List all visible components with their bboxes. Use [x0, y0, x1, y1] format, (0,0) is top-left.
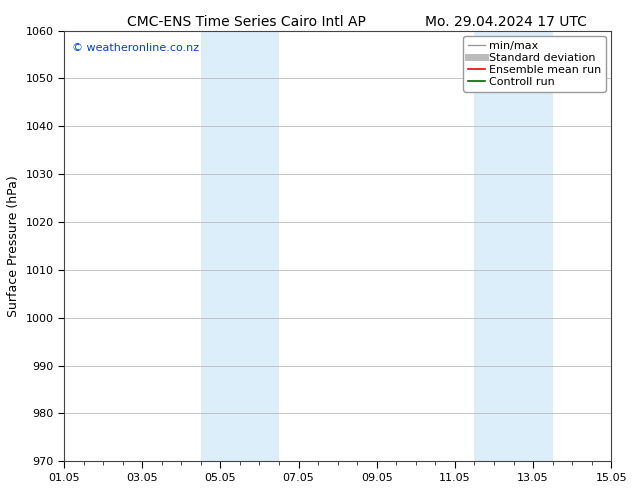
Text: Mo. 29.04.2024 17 UTC: Mo. 29.04.2024 17 UTC — [425, 15, 586, 29]
Bar — [201, 30, 279, 461]
Legend: min/max, Standard deviation, Ensemble mean run, Controll run: min/max, Standard deviation, Ensemble me… — [463, 36, 605, 92]
Y-axis label: Surface Pressure (hPa): Surface Pressure (hPa) — [7, 175, 20, 317]
Text: CMC-ENS Time Series Cairo Intl AP: CMC-ENS Time Series Cairo Intl AP — [127, 15, 366, 29]
Text: © weatheronline.co.nz: © weatheronline.co.nz — [72, 44, 199, 53]
Bar — [474, 30, 553, 461]
